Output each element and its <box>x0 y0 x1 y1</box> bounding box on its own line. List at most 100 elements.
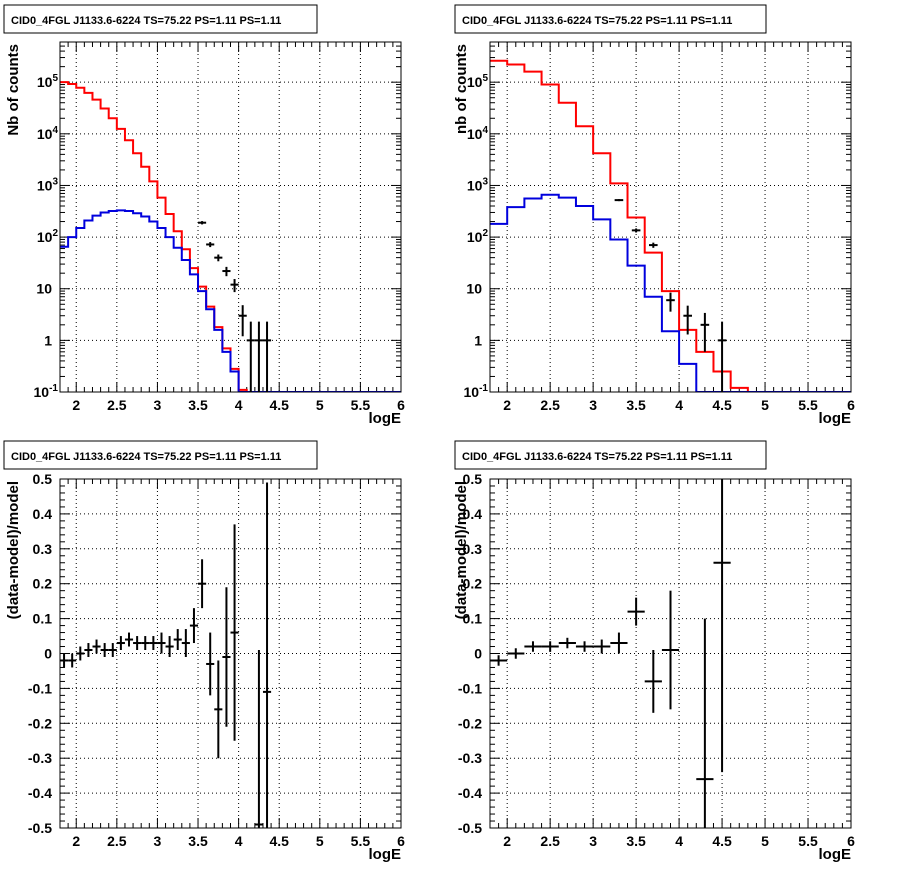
x-tick-label: 4.5 <box>269 833 289 849</box>
x-tick-label: 4 <box>675 397 683 413</box>
y-tick-label: -0.4 <box>28 785 52 801</box>
data-point <box>206 242 215 248</box>
y-tick-label: -0.2 <box>458 715 482 731</box>
x-tick-label: 4.5 <box>712 397 732 413</box>
panel-4: CID0_4FGL J1133.6-6224 TS=75.22 PS=1.11 … <box>453 440 855 863</box>
y-tick-label: 0.2 <box>33 576 53 592</box>
y-tick-label: -0.3 <box>458 750 482 766</box>
series-group <box>60 81 401 392</box>
data-point <box>68 653 77 668</box>
data-point <box>524 641 542 652</box>
data-point <box>631 228 641 233</box>
x-axis-title: logE <box>369 410 402 427</box>
y-tick-label: 104 <box>37 125 59 142</box>
data-point <box>627 597 645 626</box>
plot-frame <box>59 41 402 393</box>
data-point <box>60 653 69 668</box>
y-tick-label: 105 <box>467 73 489 90</box>
y-tick-label: 1 <box>474 332 482 348</box>
data-point <box>649 242 658 248</box>
y-tick-label: 0.2 <box>463 576 483 592</box>
x-tick-label: 5.5 <box>798 833 818 849</box>
y-axis-title: Nb of counts <box>5 44 22 136</box>
y-axis-title: nb of counts <box>453 44 470 134</box>
y-tick-label: 0.4 <box>33 506 53 522</box>
x-tick-label: 6 <box>847 833 855 849</box>
data-point <box>254 321 263 392</box>
x-tick-label: 3.5 <box>188 397 208 413</box>
data-point <box>133 636 142 651</box>
y-tick-label: 102 <box>37 228 59 245</box>
data-point <box>214 660 223 759</box>
x-tick-label: 5.5 <box>798 397 818 413</box>
panel-3: CID0_4FGL J1133.6-6224 TS=75.22 PS=1.11 … <box>3 440 405 863</box>
data-point <box>198 221 207 225</box>
x-tick-label: 2 <box>503 833 511 849</box>
data-point <box>124 632 134 647</box>
y-tick-label: 0 <box>474 646 482 662</box>
series-group <box>490 479 731 828</box>
plot-frame <box>59 478 402 829</box>
data-point <box>717 321 727 392</box>
data-point <box>198 559 207 609</box>
x-tick-label: 5.5 <box>351 833 371 849</box>
data-point <box>575 641 594 652</box>
y-axis-title: (data-model)/model <box>5 481 22 619</box>
data-point <box>700 312 710 352</box>
data-point <box>100 643 109 657</box>
y-tick-label: -0.1 <box>28 680 52 696</box>
y-tick-label: -0.3 <box>28 750 52 766</box>
data-point <box>230 524 239 741</box>
data-point <box>181 629 190 657</box>
step-series-1 <box>490 59 851 392</box>
step-series-2 <box>490 193 851 392</box>
x-tick-label: 3 <box>154 833 162 849</box>
x-tick-label: 2.5 <box>540 397 560 413</box>
x-axis-title: logE <box>819 846 852 863</box>
x-tick-label: 4.5 <box>712 833 732 849</box>
x-tick-label: 3 <box>589 397 597 413</box>
data-point <box>206 632 215 696</box>
y-tick-label: 0.1 <box>463 611 483 627</box>
data-point <box>108 643 117 657</box>
x-axis-title: logE <box>819 410 852 427</box>
y-tick-label: -0.5 <box>458 820 482 836</box>
x-tick-label: 3.5 <box>626 833 646 849</box>
title-box <box>454 440 767 470</box>
data-point <box>157 632 166 654</box>
panel-1: CID0_4FGL J1133.6-6224 TS=75.22 PS=1.11 … <box>3 4 405 427</box>
y-tick-label: 102 <box>467 228 489 245</box>
data-point <box>262 321 272 392</box>
y-tick-label: -0.2 <box>28 715 52 731</box>
x-tick-label: 2.5 <box>540 833 560 849</box>
x-tick-label: 4.5 <box>269 397 289 413</box>
x-tick-label: 4 <box>235 397 243 413</box>
x-tick-label: 4 <box>675 833 683 849</box>
y-tick-label: 0.3 <box>33 541 53 557</box>
y-tick-label: -0.1 <box>458 680 482 696</box>
data-point <box>189 608 199 644</box>
data-point <box>262 482 272 828</box>
data-point <box>254 650 263 828</box>
data-point <box>696 618 714 828</box>
data-point <box>141 636 150 651</box>
panel-2: CID0_4FGL J1133.6-6224 TS=75.22 PS=1.11 … <box>453 4 855 427</box>
plot-frame <box>489 41 852 393</box>
data-point <box>92 639 101 654</box>
step-series-2 <box>60 209 401 392</box>
title-box <box>3 440 318 470</box>
data-point <box>149 636 158 651</box>
y-tick-label: 0 <box>44 646 52 662</box>
series-group <box>490 59 851 392</box>
data-point <box>76 646 85 661</box>
data-point <box>214 254 223 262</box>
x-tick-label: 5 <box>761 833 769 849</box>
x-tick-label: 6 <box>847 397 855 413</box>
y-tick-label: 105 <box>37 73 59 90</box>
data-point <box>683 305 692 335</box>
x-tick-label: 2.5 <box>107 397 127 413</box>
chart-title: CID0_4FGL J1133.6-6224 TS=75.22 PS=1.11 … <box>11 451 281 463</box>
x-tick-label: 3 <box>589 833 597 849</box>
data-point <box>593 639 611 654</box>
